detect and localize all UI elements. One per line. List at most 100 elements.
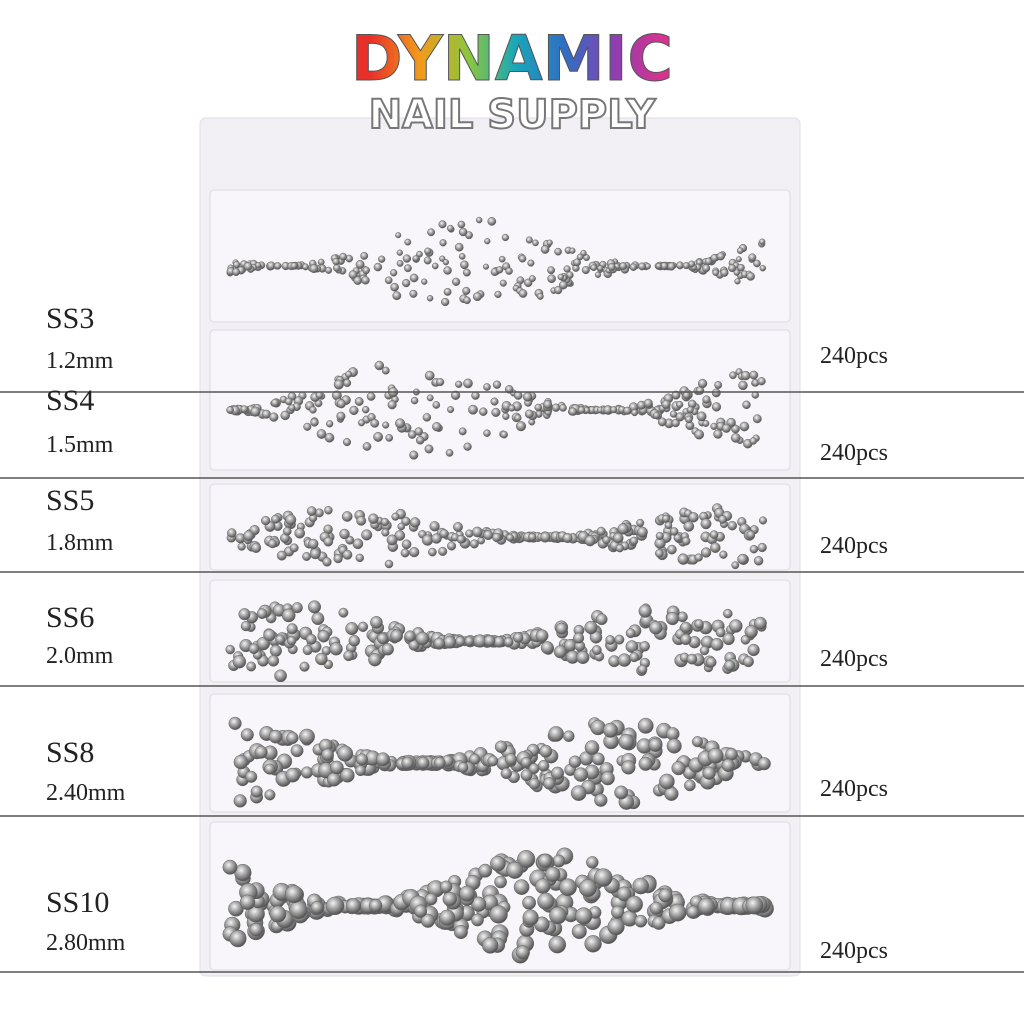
rhinestone — [643, 398, 653, 408]
rhinestone — [614, 785, 629, 800]
rhinestone — [268, 729, 283, 744]
rhinestone — [361, 405, 370, 414]
rhinestone — [291, 602, 303, 614]
rhinestone — [269, 412, 279, 422]
rhinestone — [412, 255, 420, 262]
rhinestone — [492, 380, 502, 389]
rhinestone — [345, 370, 353, 378]
rhinestone — [712, 269, 720, 277]
rhinestone — [337, 745, 354, 762]
rhinestone — [707, 747, 724, 764]
rhinestone — [407, 430, 417, 439]
rhinestone — [547, 266, 556, 275]
rhinestone — [487, 755, 499, 767]
rhinestone — [569, 247, 576, 254]
rhinestone — [757, 377, 766, 386]
rhinestone — [275, 634, 286, 645]
rhinestone — [302, 552, 312, 561]
rhinestone — [458, 227, 468, 237]
rhinestone — [441, 297, 450, 307]
rhinestone — [357, 419, 366, 427]
rhinestone — [518, 289, 528, 298]
rhinestone — [738, 380, 748, 391]
rhinestone — [249, 922, 264, 937]
rhinestone — [528, 777, 541, 790]
rhinestone — [428, 547, 437, 557]
rhinestone — [276, 550, 287, 561]
rhinestone — [309, 264, 319, 274]
rhinestone — [721, 758, 735, 773]
rhinestone — [401, 539, 412, 550]
rhinestone — [568, 407, 578, 416]
rhinestone — [420, 913, 435, 928]
rhinestone — [226, 406, 234, 414]
rhinestone — [404, 630, 416, 642]
rhinestone — [396, 249, 403, 256]
rhinestone — [715, 627, 726, 638]
rhinestone — [387, 400, 397, 410]
rhinestone — [254, 745, 268, 759]
rhinestone — [240, 405, 249, 414]
rhinestone — [512, 632, 524, 643]
rhinestone — [299, 661, 310, 672]
rhinestone — [355, 753, 369, 766]
size-label: SS10 — [46, 886, 109, 919]
rhinestone — [723, 608, 733, 619]
rhinestone — [324, 506, 333, 515]
size-label: SS8 — [46, 736, 94, 769]
rhinestone — [370, 418, 380, 428]
rhinestone — [637, 717, 654, 734]
rhinestone — [704, 257, 713, 266]
rhinestone — [728, 264, 736, 273]
rhinestone — [239, 894, 256, 911]
rhinestone — [710, 422, 718, 431]
rhinestone — [677, 553, 689, 565]
rhinestone — [475, 216, 483, 224]
rhinestone — [443, 287, 452, 296]
rhinestone — [438, 220, 447, 229]
rhinestone — [702, 766, 716, 780]
rhinestone — [594, 868, 613, 887]
rhinestone — [733, 269, 741, 276]
rhinestone — [451, 277, 461, 286]
rhinestone — [482, 263, 490, 270]
rhinestone — [494, 740, 508, 754]
rhinestone — [759, 238, 766, 245]
rhinestone — [306, 506, 317, 516]
pockets — [209, 189, 791, 971]
rhinestone — [753, 616, 767, 630]
count-label: 240pcs — [820, 343, 888, 369]
rhinestone — [491, 407, 501, 417]
rhinestone — [288, 404, 296, 412]
rhinestone — [460, 260, 469, 270]
rhinestone — [385, 434, 394, 442]
rhinestone — [402, 254, 412, 263]
rhinestone — [612, 532, 624, 544]
rhinestone — [683, 521, 695, 532]
rhinestone — [702, 395, 711, 404]
rhinestone — [471, 526, 483, 538]
rhinestone — [286, 623, 298, 635]
rhinestone — [289, 900, 308, 920]
rhinestone — [503, 637, 514, 647]
rhinestone — [342, 549, 353, 560]
rhinestone — [489, 905, 508, 924]
rhinestone — [610, 406, 618, 414]
rhinestone — [286, 635, 297, 646]
count-label: 240pcs — [820, 533, 888, 559]
rhinestone — [483, 635, 496, 647]
pocket — [209, 189, 791, 323]
rhinestone — [355, 553, 365, 563]
rhinestone — [378, 255, 386, 263]
rhinestone — [659, 773, 675, 790]
diameter-label: 2.80mm — [46, 930, 126, 956]
rhinestone — [415, 436, 425, 445]
rhinestone — [702, 420, 710, 427]
diameter-label: 1.2mm — [46, 348, 114, 374]
rhinestone — [233, 794, 247, 808]
rhinestone — [548, 935, 567, 954]
rhinestone — [554, 285, 563, 295]
rhinestone — [376, 752, 390, 767]
rhinestone — [396, 259, 404, 267]
rhinestone — [694, 553, 703, 562]
